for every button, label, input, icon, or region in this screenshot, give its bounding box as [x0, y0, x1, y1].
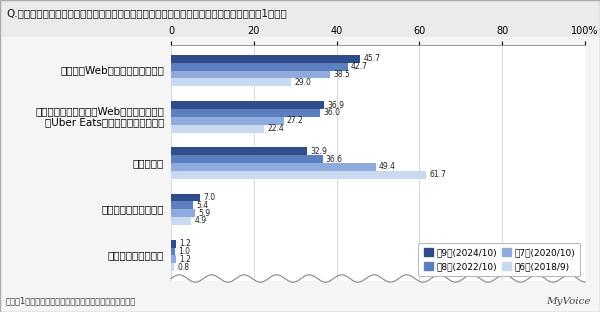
Text: 36.9: 36.9	[327, 100, 344, 110]
Bar	[171, 55, 360, 63]
Text: MyVoice: MyVoice	[547, 297, 591, 306]
Bar	[171, 263, 175, 271]
Text: 29.0: 29.0	[295, 78, 311, 87]
Text: 32.9: 32.9	[311, 147, 328, 156]
Text: 4.9: 4.9	[194, 217, 207, 226]
Text: 27.2: 27.2	[287, 116, 304, 125]
Text: 36.6: 36.6	[326, 154, 343, 163]
Text: 38.5: 38.5	[334, 70, 350, 79]
Text: 1.2: 1.2	[179, 239, 191, 248]
Text: 7.0: 7.0	[203, 193, 215, 202]
Bar	[171, 63, 348, 71]
Bar	[171, 101, 324, 109]
Bar	[171, 125, 264, 133]
Bar	[171, 147, 307, 155]
Bar	[171, 71, 331, 79]
Text: 45.7: 45.7	[364, 54, 380, 63]
Bar	[171, 201, 193, 209]
Bar	[171, 171, 427, 179]
Bar	[171, 193, 200, 201]
Text: 61.7: 61.7	[430, 170, 446, 179]
Text: 1.0: 1.0	[178, 247, 190, 256]
Text: ：直近1年間に飲食物のデリバリーサービスを利用した人: ：直近1年間に飲食物のデリバリーサービスを利用した人	[6, 296, 136, 305]
Text: Q.食べ物や飲み物のデリバリーサービスを頼んだ際、どのように注文しましたか？（直近1年間）: Q.食べ物や飲み物のデリバリーサービスを頼んだ際、どのように注文しましたか？（直…	[6, 8, 287, 18]
Text: 5.9: 5.9	[199, 209, 211, 218]
Bar	[171, 256, 176, 263]
Text: 0.8: 0.8	[178, 263, 190, 272]
Bar	[171, 217, 191, 225]
Legend: 第9回(2024/10), 第8回(2022/10), 第7回(2020/10), 第6回(2018/9): 第9回(2024/10), 第8回(2022/10), 第7回(2020/10)…	[418, 243, 580, 276]
Text: 5.4: 5.4	[197, 201, 209, 210]
Text: 22.4: 22.4	[267, 124, 284, 133]
Bar	[171, 79, 291, 86]
Text: 49.4: 49.4	[379, 163, 396, 172]
Bar	[171, 117, 284, 125]
Text: 36.0: 36.0	[323, 108, 340, 117]
Bar	[171, 240, 176, 247]
Bar	[171, 163, 376, 171]
Bar	[171, 247, 175, 256]
Bar	[171, 209, 196, 217]
Bar	[171, 155, 323, 163]
Text: 42.7: 42.7	[351, 62, 368, 71]
Bar	[171, 109, 320, 117]
Text: 1.2: 1.2	[179, 255, 191, 264]
